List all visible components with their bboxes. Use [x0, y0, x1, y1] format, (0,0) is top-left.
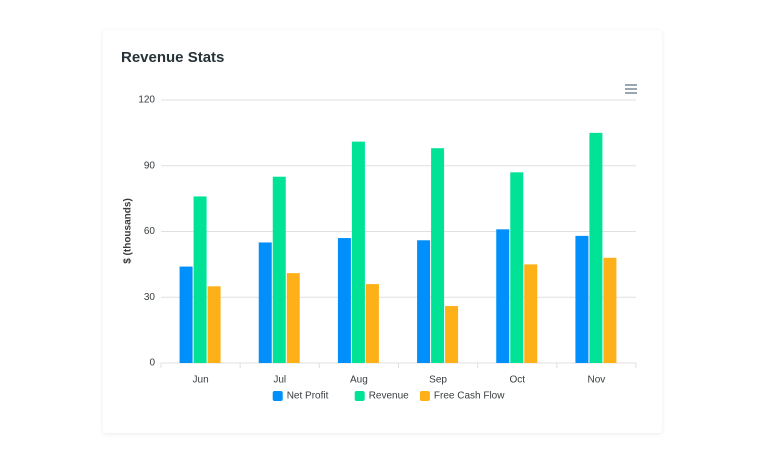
legend-label: Revenue: [369, 391, 409, 402]
x-tick-label: Aug: [350, 375, 368, 386]
bar: [272, 176, 286, 363]
bar: [589, 132, 603, 363]
x-tick-label: Nov: [588, 375, 606, 386]
chart-title: Revenue Stats: [121, 49, 224, 66]
y-tick-label: 120: [138, 95, 155, 106]
bar: [496, 229, 510, 363]
bar: [510, 172, 524, 363]
x-tick-label: Oct: [509, 375, 525, 386]
bar: [445, 306, 459, 363]
bar: [337, 238, 351, 363]
y-tick-label: 90: [144, 160, 156, 171]
bar: [603, 257, 617, 363]
bar: [575, 235, 589, 363]
legend-swatch: [272, 391, 283, 401]
menu-icon[interactable]: [625, 84, 637, 94]
bar: [258, 242, 272, 363]
legend-swatch: [419, 391, 430, 401]
y-tick-label: 60: [144, 226, 156, 237]
bar: [207, 286, 221, 363]
bar: [417, 240, 431, 363]
legend-label: Net Profit: [287, 391, 329, 402]
bar: [431, 148, 445, 363]
bar: [351, 141, 365, 363]
y-tick-label: 30: [144, 292, 156, 303]
bar: [286, 273, 300, 363]
legend-swatch: [354, 391, 365, 401]
bar: [365, 284, 379, 363]
legend-label: Free Cash Flow: [434, 391, 505, 402]
bar: [179, 266, 193, 363]
bar: [524, 264, 538, 363]
x-tick-label: Sep: [429, 375, 447, 386]
y-axis-label: $ (thousands): [123, 198, 134, 264]
x-tick-label: Jun: [193, 375, 209, 386]
x-tick-label: Jul: [273, 375, 286, 386]
y-tick-label: 0: [149, 358, 155, 369]
bar: [193, 196, 207, 363]
